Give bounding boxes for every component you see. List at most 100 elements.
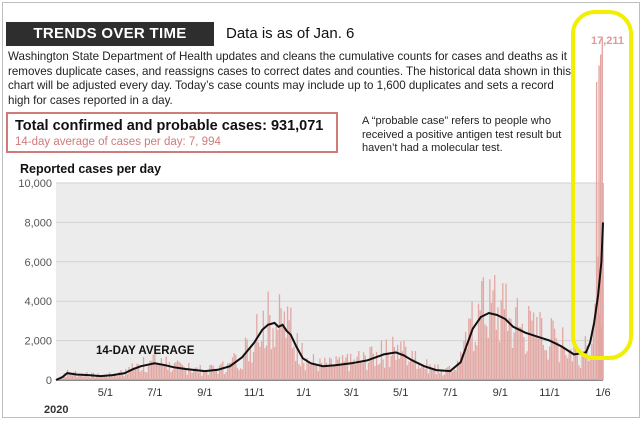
daily-bar [207, 374, 209, 380]
daily-bar [456, 360, 459, 380]
daily-bar [461, 353, 464, 380]
daily-bar [502, 283, 504, 380]
highlight-annotation [571, 10, 633, 360]
daily-bar [293, 346, 295, 380]
daily-bar [280, 308, 282, 380]
daily-bar [176, 360, 179, 380]
daily-bar [299, 366, 302, 380]
daily-bar [568, 349, 570, 380]
daily-bar [296, 333, 298, 380]
daily-bar [288, 320, 290, 380]
daily-bar [74, 370, 77, 380]
daily-bar [479, 310, 481, 380]
daily-bar [539, 311, 541, 380]
daily-bar [602, 183, 604, 380]
daily-bar [236, 367, 239, 380]
daily-bar [265, 345, 268, 380]
daily-bar [298, 364, 300, 380]
daily-bar [261, 341, 263, 380]
totals-box: Total confirmed and probable cases: 931,… [6, 112, 338, 153]
daily-bar [346, 353, 349, 380]
daily-bar [497, 307, 499, 380]
daily-bar [599, 54, 602, 380]
daily-bar [382, 359, 384, 380]
daily-bar [95, 375, 98, 380]
daily-bar [393, 347, 396, 380]
daily-bar [510, 318, 512, 380]
daily-bar [345, 357, 347, 380]
daily-bar [565, 355, 567, 380]
daily-bar [507, 330, 509, 380]
daily-bar [405, 346, 407, 380]
daily-bar [576, 353, 578, 380]
daily-bar [157, 363, 159, 380]
daily-bar [243, 353, 245, 380]
daily-bar [210, 364, 213, 380]
daily-bar [544, 349, 546, 380]
daily-bar [141, 370, 143, 380]
daily-bar [524, 353, 527, 380]
daily-bar [418, 363, 420, 380]
daily-bar [375, 351, 378, 380]
daily-bar [285, 337, 287, 380]
probable-case-note: A “probable case” refers to people who r… [362, 115, 562, 155]
daily-bar [351, 361, 353, 380]
daily-bar [322, 365, 324, 380]
daily-bar [165, 356, 167, 380]
daily-bar [286, 306, 289, 380]
daily-bar [484, 324, 486, 380]
daily-bar [126, 374, 129, 380]
daily-bar [498, 341, 501, 380]
fourteen-day-average: 14-day average of cases per day: 7, 994 [15, 136, 221, 148]
daily-bar [104, 374, 106, 380]
daily-bar [71, 375, 73, 380]
daily-bar [170, 371, 172, 380]
x-tick-label: 11/1 [539, 387, 560, 399]
daily-bar [175, 362, 177, 380]
daily-bar [212, 365, 214, 380]
daily-bar [191, 372, 193, 380]
daily-bar [566, 358, 569, 380]
average-line [55, 222, 604, 381]
daily-bar [552, 320, 554, 380]
daily-bar [414, 351, 417, 380]
daily-bar [574, 348, 577, 380]
daily-bar [458, 363, 460, 380]
year-label: 2020 [44, 404, 68, 416]
daily-bar [251, 362, 253, 380]
daily-bar [521, 323, 523, 380]
daily-bar [350, 353, 352, 380]
daily-bar [367, 362, 370, 380]
daily-bar [325, 362, 328, 380]
daily-bar [453, 369, 455, 380]
daily-bar [217, 373, 219, 380]
daily-bar [505, 283, 507, 380]
daily-bar [61, 377, 64, 380]
daily-bar [549, 346, 551, 380]
daily-bar [550, 318, 553, 380]
daily-bar [416, 368, 418, 380]
daily-bar [503, 309, 506, 380]
daily-bar [340, 363, 342, 380]
daily-bar [181, 364, 184, 380]
daily-bar [511, 348, 514, 380]
daily-bar [160, 358, 162, 380]
daily-bar [113, 374, 116, 380]
daily-bar [215, 370, 218, 380]
daily-bar [142, 357, 145, 380]
daily-bar [149, 360, 151, 380]
x-tick-label: 1/6 [595, 387, 610, 399]
daily-bar [152, 354, 154, 380]
daily-bar [358, 351, 360, 380]
daily-bar [307, 362, 310, 380]
daily-bar [597, 256, 599, 380]
daily-bar [235, 354, 237, 380]
daily-bar [118, 372, 120, 380]
daily-bar [448, 365, 451, 380]
daily-bar [481, 281, 483, 380]
daily-bar [270, 349, 273, 380]
daily-bar [121, 374, 124, 380]
daily-bar [332, 366, 334, 380]
daily-bar [291, 348, 294, 380]
daily-bar [147, 365, 150, 380]
